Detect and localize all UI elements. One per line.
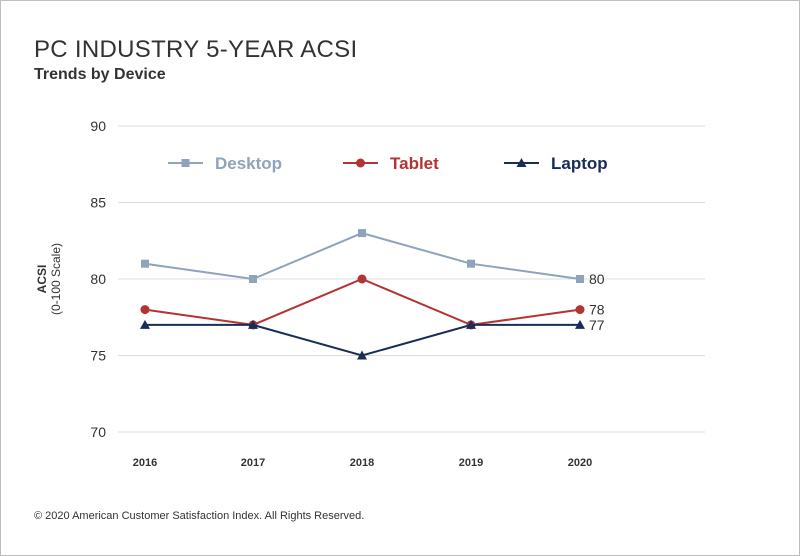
data-label-desktop: 80 [589, 271, 605, 287]
data-point-tablet [357, 274, 367, 284]
data-label-laptop: 77 [589, 317, 605, 333]
data-point-laptop [248, 319, 258, 329]
y-tick-label: 90 [90, 118, 106, 134]
x-tick-label: 2019 [459, 457, 483, 469]
data-label-tablet: 78 [589, 302, 605, 318]
legend-marker-tablet [356, 158, 365, 168]
data-point-desktop [467, 259, 475, 268]
y-tick-label: 70 [90, 424, 106, 440]
data-point-tablet [140, 305, 150, 315]
y-tick-label: 80 [90, 271, 106, 287]
legend-label-tablet: Tablet [390, 154, 439, 173]
data-point-tablet [575, 305, 585, 315]
data-point-desktop [249, 275, 257, 283]
y-axis-label: ACSI [35, 265, 49, 294]
series-line-laptop [145, 323, 580, 357]
x-tick-label: 2016 [133, 457, 157, 469]
series-line-desktop [144, 232, 581, 281]
data-point-laptop [466, 319, 476, 329]
copyright-footer: © 2020 American Customer Satisfaction In… [34, 510, 365, 522]
data-point-laptop [357, 350, 367, 360]
x-tick-label: 2018 [350, 457, 374, 469]
data-point-laptop [575, 319, 585, 329]
x-tick-label: 2020 [568, 457, 592, 469]
chart-subtitle: Trends by Device [34, 66, 166, 83]
series-line-tablet [144, 277, 581, 326]
legend-marker-laptop [516, 158, 527, 167]
data-point-desktop [141, 259, 149, 268]
legend-marker-desktop [181, 159, 190, 167]
data-point-desktop [576, 275, 584, 283]
y-tick-label: 75 [90, 348, 106, 364]
data-point-desktop [358, 229, 366, 238]
legend-label-desktop: Desktop [215, 154, 282, 173]
legend-label-laptop: Laptop [551, 154, 608, 173]
chart-title: PC INDUSTRY 5-YEAR ACSI [34, 36, 358, 63]
y-tick-label: 85 [90, 195, 106, 211]
x-tick-label: 2017 [241, 457, 265, 469]
data-point-laptop [140, 319, 150, 329]
y-axis-sublabel: (0-100 Scale) [49, 243, 63, 315]
